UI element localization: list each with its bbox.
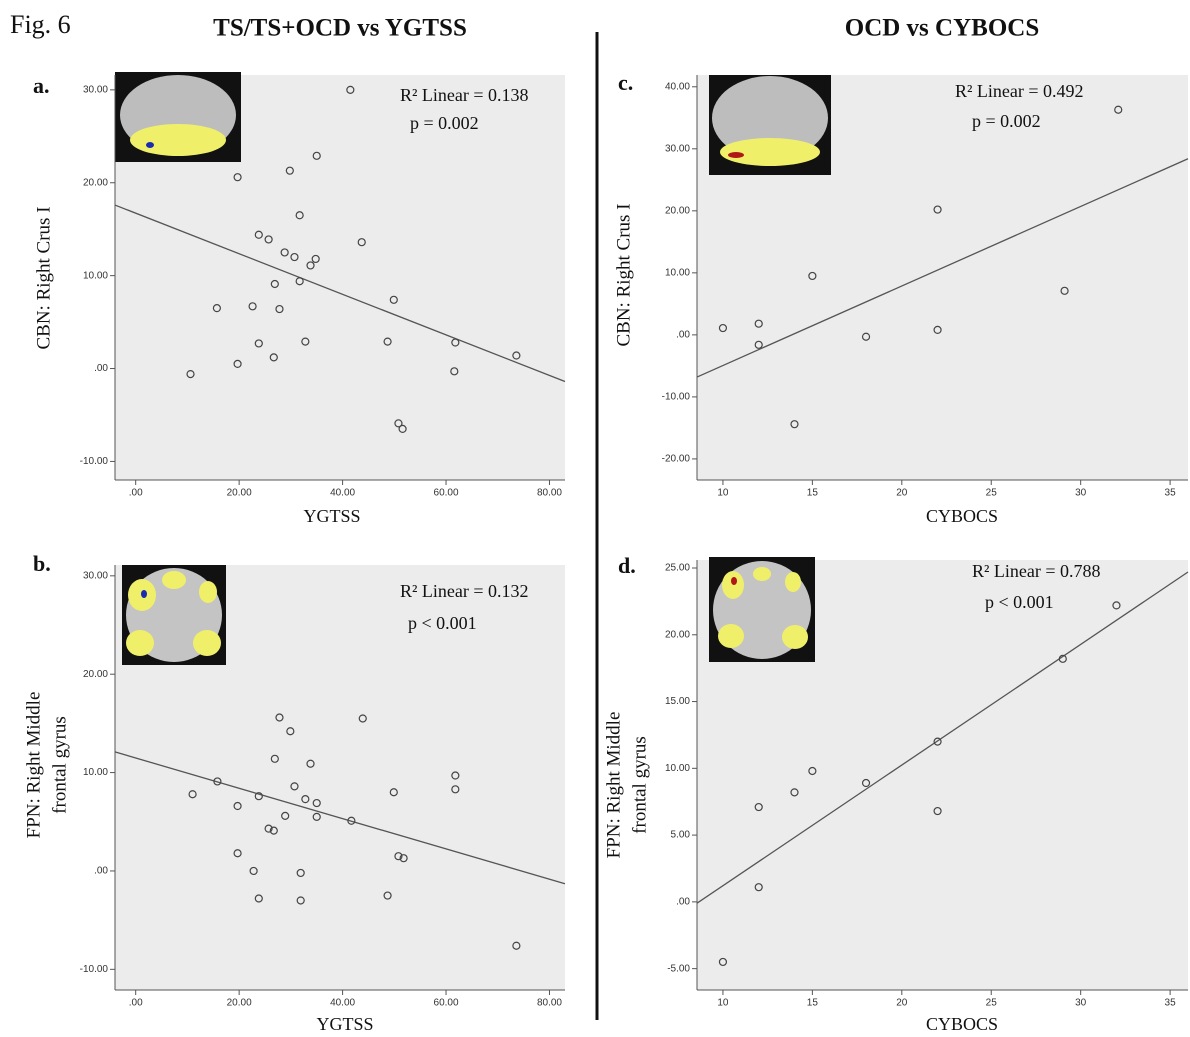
panel-label: d. bbox=[618, 553, 636, 578]
y-tick-label: .00 bbox=[676, 897, 690, 908]
x-axis-label: YGTSS bbox=[303, 506, 360, 526]
x-axis-label: YGTSS bbox=[316, 1014, 373, 1034]
y-axis-label: frontal gyrus bbox=[49, 716, 70, 814]
annotation: R² Linear = 0.788 bbox=[972, 561, 1101, 581]
panel-label: c. bbox=[618, 70, 633, 95]
y-tick-label: 20.00 bbox=[83, 669, 108, 680]
brain-inset bbox=[122, 565, 226, 665]
figure-label: Fig. 6 bbox=[10, 10, 71, 39]
x-tick-label: 30 bbox=[1075, 998, 1087, 1009]
y-tick-label: 25.00 bbox=[665, 563, 690, 574]
x-tick-label: 40.00 bbox=[330, 488, 355, 499]
y-tick-label: -10.00 bbox=[80, 964, 109, 975]
x-tick-label: 20.00 bbox=[227, 998, 252, 1009]
x-tick-label: 20 bbox=[896, 488, 908, 499]
y-tick-label: .00 bbox=[94, 363, 108, 374]
y-axis-label: FPN: Right Middle bbox=[603, 712, 624, 859]
x-tick-label: 40.00 bbox=[330, 998, 355, 1009]
y-axis-label: CBN: Right Crus I bbox=[613, 203, 634, 346]
x-tick-label: 20.00 bbox=[227, 488, 252, 499]
annotation: R² Linear = 0.492 bbox=[955, 81, 1084, 101]
column-title: TS/TS+OCD vs YGTSS bbox=[213, 15, 467, 42]
y-axis-label: frontal gyrus bbox=[629, 736, 650, 834]
y-tick-label: 10.00 bbox=[83, 270, 108, 281]
x-tick-label: 35 bbox=[1165, 998, 1177, 1009]
x-tick-label: 20 bbox=[896, 998, 908, 1009]
brain-inset bbox=[709, 557, 815, 662]
y-tick-label: 5.00 bbox=[671, 830, 691, 841]
y-axis-label: FPN: Right Middle bbox=[23, 692, 44, 839]
x-tick-label: 60.00 bbox=[434, 998, 459, 1009]
y-tick-label: 20.00 bbox=[665, 205, 690, 216]
y-tick-label: .00 bbox=[94, 866, 108, 877]
annotation: R² Linear = 0.138 bbox=[400, 85, 529, 105]
x-tick-label: 80.00 bbox=[537, 488, 562, 499]
annotation: p = 0.002 bbox=[972, 111, 1041, 131]
brain-inset bbox=[709, 75, 831, 175]
y-tick-label: 30.00 bbox=[83, 85, 108, 96]
x-tick-label: 15 bbox=[807, 998, 819, 1009]
y-tick-label: 30.00 bbox=[83, 570, 108, 581]
annotation: p < 0.001 bbox=[408, 613, 477, 633]
x-tick-label: 30 bbox=[1075, 488, 1087, 499]
y-tick-label: 40.00 bbox=[665, 81, 690, 92]
y-tick-label: 10.00 bbox=[665, 267, 690, 278]
y-tick-label: 15.00 bbox=[665, 696, 690, 707]
x-axis-label: CYBOCS bbox=[926, 506, 998, 526]
x-tick-label: 10 bbox=[717, 488, 729, 499]
x-tick-label: 15 bbox=[807, 488, 819, 499]
annotation: p = 0.002 bbox=[410, 113, 479, 133]
y-tick-label: -20.00 bbox=[662, 454, 691, 465]
x-tick-label: 10 bbox=[717, 998, 729, 1009]
x-tick-label: 80.00 bbox=[537, 998, 562, 1009]
x-tick-label: 60.00 bbox=[434, 488, 459, 499]
x-axis-label: CYBOCS bbox=[926, 1014, 998, 1034]
y-tick-label: 20.00 bbox=[665, 629, 690, 640]
brain-inset bbox=[115, 72, 241, 162]
column-title: OCD vs CYBOCS bbox=[845, 15, 1039, 42]
x-tick-label: 25 bbox=[986, 998, 998, 1009]
annotation: p < 0.001 bbox=[985, 592, 1054, 612]
x-tick-label: .00 bbox=[129, 488, 143, 499]
annotation: R² Linear = 0.132 bbox=[400, 581, 529, 601]
y-tick-label: 30.00 bbox=[665, 143, 690, 154]
panel-label: b. bbox=[33, 551, 51, 576]
figure: Fig. 6 TS/TS+OCD vs YGTSS OCD vs CYBOCS bbox=[0, 0, 1190, 1037]
y-tick-label: 20.00 bbox=[83, 177, 108, 188]
y-tick-label: -10.00 bbox=[80, 456, 109, 467]
y-tick-label: -5.00 bbox=[667, 963, 690, 974]
y-tick-label: .00 bbox=[676, 330, 690, 341]
x-tick-label: 35 bbox=[1165, 488, 1177, 499]
y-tick-label: -10.00 bbox=[662, 392, 691, 403]
y-tick-label: 10.00 bbox=[665, 763, 690, 774]
x-tick-label: 25 bbox=[986, 488, 998, 499]
panel-label: a. bbox=[33, 73, 50, 98]
x-tick-label: .00 bbox=[129, 998, 143, 1009]
y-tick-label: 10.00 bbox=[83, 767, 108, 778]
y-axis-label: CBN: Right Crus I bbox=[33, 206, 54, 349]
